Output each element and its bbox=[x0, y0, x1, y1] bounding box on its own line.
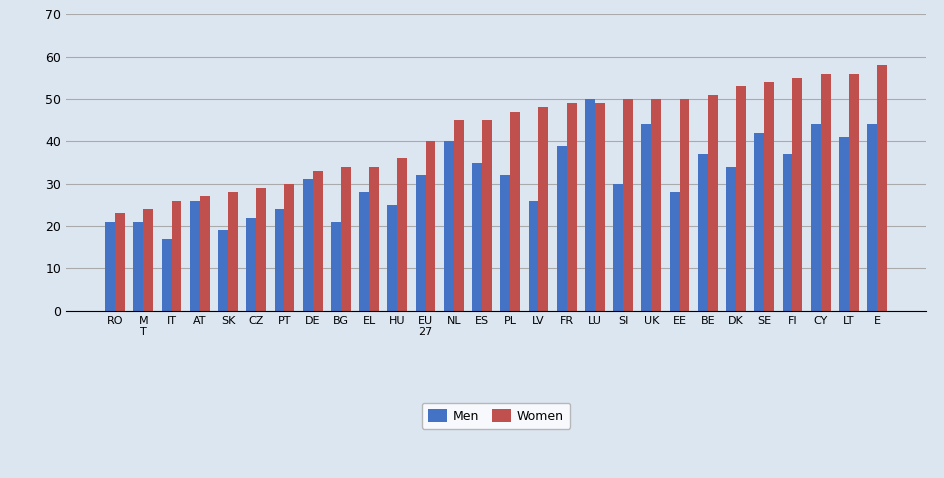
Bar bbox=[669, 192, 679, 311]
Bar bbox=[810, 124, 819, 311]
Bar bbox=[499, 175, 510, 311]
Bar bbox=[848, 74, 858, 311]
Bar bbox=[302, 179, 312, 311]
Bar bbox=[105, 222, 115, 311]
Bar bbox=[444, 141, 453, 311]
Bar bbox=[867, 124, 876, 311]
Bar bbox=[595, 103, 604, 311]
Bar bbox=[584, 99, 595, 311]
Bar bbox=[698, 154, 707, 311]
Bar bbox=[256, 188, 266, 311]
Bar bbox=[764, 82, 773, 311]
Bar bbox=[725, 167, 735, 311]
Bar bbox=[387, 205, 396, 311]
Bar bbox=[396, 158, 407, 311]
Bar bbox=[556, 146, 566, 311]
Bar bbox=[876, 65, 886, 311]
Bar bbox=[425, 141, 435, 311]
Bar bbox=[538, 108, 548, 311]
Bar bbox=[510, 112, 519, 311]
Bar bbox=[679, 99, 689, 311]
Bar bbox=[246, 217, 256, 311]
Bar bbox=[641, 124, 650, 311]
Bar bbox=[566, 103, 576, 311]
Bar bbox=[161, 239, 172, 311]
Bar bbox=[218, 230, 228, 311]
Bar bbox=[650, 99, 661, 311]
Bar bbox=[172, 201, 181, 311]
Bar bbox=[133, 222, 143, 311]
Bar bbox=[528, 201, 538, 311]
Bar bbox=[369, 167, 379, 311]
Bar bbox=[228, 192, 238, 311]
Bar bbox=[753, 133, 764, 311]
Bar bbox=[838, 137, 848, 311]
Bar bbox=[415, 175, 425, 311]
Bar bbox=[819, 74, 830, 311]
Bar bbox=[782, 154, 792, 311]
Bar bbox=[472, 163, 481, 311]
Bar bbox=[707, 95, 716, 311]
Bar bbox=[115, 213, 125, 311]
Bar bbox=[341, 167, 350, 311]
Bar bbox=[613, 184, 622, 311]
Bar bbox=[284, 184, 294, 311]
Bar bbox=[622, 99, 632, 311]
Bar bbox=[330, 222, 341, 311]
Bar bbox=[359, 192, 369, 311]
Bar bbox=[275, 209, 284, 311]
Bar bbox=[199, 196, 210, 311]
Bar bbox=[143, 209, 153, 311]
Bar bbox=[481, 120, 492, 311]
Bar bbox=[792, 78, 801, 311]
Bar bbox=[312, 171, 322, 311]
Bar bbox=[453, 120, 464, 311]
Legend: Men, Women: Men, Women bbox=[421, 403, 570, 429]
Bar bbox=[190, 201, 199, 311]
Bar bbox=[735, 87, 745, 311]
